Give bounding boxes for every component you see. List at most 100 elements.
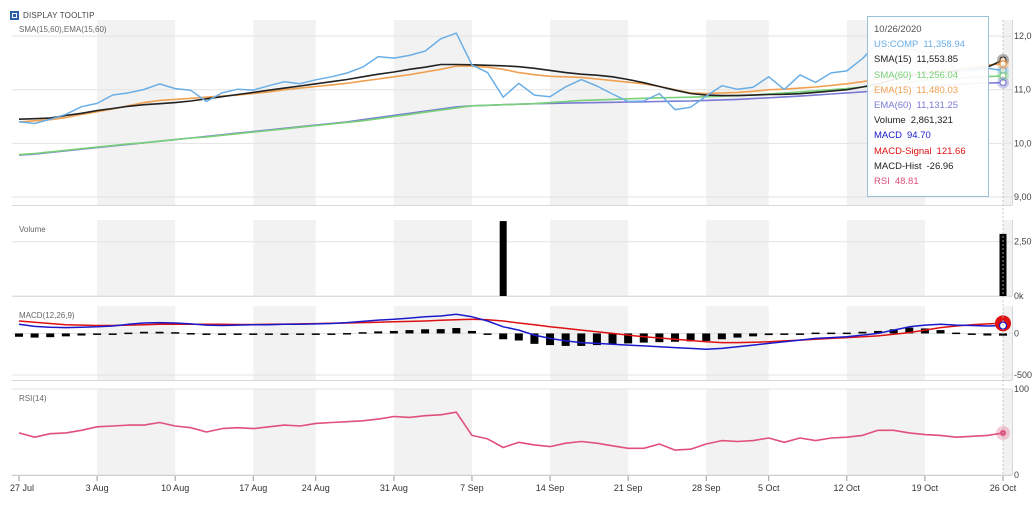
tooltip-row-value: 94.70 bbox=[906, 130, 931, 142]
tooltip-row-label: EMA(15) bbox=[874, 84, 912, 96]
macd-hist-bar bbox=[139, 331, 148, 334]
tooltip-row-value: 48.81 bbox=[894, 176, 919, 188]
x-tick-label: 5 Oct bbox=[758, 483, 780, 493]
tooltip-row: SMA(15) 11,553.85 bbox=[874, 52, 988, 67]
y-tick-label: 100 bbox=[1014, 384, 1029, 394]
tooltip-row: Volume 2,861,321 bbox=[874, 113, 988, 128]
week-band bbox=[1003, 20, 1012, 205]
x-tick-label: 19 Oct bbox=[912, 483, 939, 493]
panel-price bbox=[12, 20, 1013, 206]
macd-hist-bar bbox=[858, 331, 867, 334]
tooltip-row-label: MACD-Signal bbox=[874, 145, 932, 157]
macd-hist-bar bbox=[671, 333, 679, 342]
week-band bbox=[706, 220, 769, 296]
macd-hist-bar bbox=[61, 333, 70, 337]
panel-background bbox=[12, 20, 1012, 205]
panel-title: RSI(14) bbox=[19, 394, 47, 403]
macd-hist-bar bbox=[920, 328, 929, 334]
volume-bar bbox=[499, 221, 507, 296]
macd-hist-bar bbox=[499, 333, 508, 340]
tooltip-row-value: 2,861,321 bbox=[910, 115, 953, 127]
x-tick-label: 24 Aug bbox=[302, 483, 330, 493]
x-tick-label: 28 Sep bbox=[692, 483, 721, 493]
macd-hist-bar bbox=[795, 333, 804, 335]
display-tooltip-label: DISPLAY TOOLTIP bbox=[23, 10, 95, 20]
y-tick-label: 10,0 bbox=[1014, 138, 1032, 148]
series-line-rsi bbox=[18, 411, 1004, 451]
tooltip-row: US:COMP 11,358.94 bbox=[874, 37, 988, 52]
macd-hist-bar bbox=[327, 333, 336, 335]
y-tick-label: 0 bbox=[1014, 328, 1019, 338]
macd-hist-bar bbox=[764, 333, 773, 336]
macd-hist-bar bbox=[30, 333, 39, 338]
macd-hist-bar bbox=[405, 330, 414, 334]
macd-hist-bar bbox=[171, 332, 180, 334]
tooltip-row-value: 11,553.85 bbox=[916, 54, 959, 66]
macd-hist-bar bbox=[999, 333, 1007, 336]
panel-title: SMA(15,60),EMA(15,60) bbox=[19, 25, 107, 34]
y-tick-label: 11,0 bbox=[1014, 85, 1031, 95]
tooltip-row-label: SMA(60) bbox=[874, 69, 912, 81]
week-band bbox=[253, 220, 316, 296]
tooltip-row: EMA(15) 11,480.03 bbox=[874, 83, 988, 98]
y-tick-label: -500 bbox=[1014, 370, 1032, 380]
y-tick-label: 0 bbox=[1014, 470, 1019, 480]
macd-hist-bar bbox=[889, 329, 898, 334]
x-tick-label: 27 Jul bbox=[10, 483, 34, 493]
tooltip-row-label: Volume bbox=[874, 115, 906, 127]
macd-hist-bar bbox=[952, 332, 961, 335]
tooltip-row: EMA(60) 11,131.25 bbox=[874, 98, 988, 113]
macd-hist-bar bbox=[108, 333, 117, 335]
macd-hist-bar bbox=[639, 333, 648, 343]
panel-background bbox=[12, 220, 1012, 296]
macd-hist-bar bbox=[842, 332, 851, 335]
series-line-us-comp bbox=[18, 32, 1004, 125]
macd-hist-bar bbox=[905, 327, 914, 334]
macd-hist-bar bbox=[93, 333, 102, 335]
macd-hist-bar bbox=[311, 333, 320, 335]
macd-hist-bar bbox=[827, 332, 836, 335]
x-tick-label: 12 Oct bbox=[834, 483, 861, 493]
macd-hist-bar bbox=[811, 332, 820, 335]
macd-hist-bar bbox=[967, 333, 976, 335]
tooltip-row-label: MACD-Hist bbox=[874, 160, 922, 172]
week-band bbox=[393, 389, 472, 475]
series-line-sma-15- bbox=[18, 59, 1004, 120]
week-band bbox=[253, 306, 316, 380]
x-tick-label: 17 Aug bbox=[239, 483, 267, 493]
tooltip-row-value: 11,358.94 bbox=[923, 39, 965, 51]
week-band bbox=[393, 220, 472, 296]
macd-hist-bar bbox=[983, 333, 992, 336]
week-band bbox=[550, 220, 629, 296]
macd-hist-bar bbox=[686, 333, 695, 342]
macd-hist-bar bbox=[46, 333, 55, 338]
macd-hist-bar bbox=[780, 333, 789, 335]
macd-hist-bar bbox=[483, 333, 492, 335]
tooltip-row-label: SMA(15) bbox=[874, 54, 912, 66]
tooltip-row: RSI 48.81 bbox=[874, 174, 988, 189]
y-tick-label: 0k bbox=[1014, 291, 1024, 301]
x-tick-label: 7 Sep bbox=[460, 483, 484, 493]
macd-hist-bar bbox=[280, 333, 289, 335]
y-tick-label: 2,50 bbox=[1014, 237, 1032, 247]
macd-hist-bar bbox=[452, 328, 461, 334]
panel-macd bbox=[12, 306, 1013, 381]
tooltip-checkbox[interactable] bbox=[10, 10, 19, 20]
macd-hist-bar bbox=[77, 333, 86, 336]
week-band bbox=[706, 389, 769, 475]
macd-hist-bar bbox=[624, 333, 633, 344]
series-line-macd bbox=[18, 313, 1004, 350]
macd-hist-bar bbox=[264, 333, 273, 335]
series-line-sma-60- bbox=[18, 75, 1004, 156]
x-tick-label: 31 Aug bbox=[380, 483, 408, 493]
macd-hist-bar bbox=[421, 329, 430, 334]
macd-hist-bar bbox=[514, 333, 523, 341]
macd-hist-bar bbox=[530, 333, 539, 344]
macd-hist-bar bbox=[702, 333, 711, 341]
week-band bbox=[253, 389, 316, 475]
panel-rsi bbox=[12, 388, 1013, 476]
week-band bbox=[253, 20, 316, 205]
display-tooltip-toggle[interactable]: DISPLAY TOOLTIP bbox=[10, 8, 95, 22]
macd-hist-bar bbox=[124, 332, 133, 335]
panel-background bbox=[12, 306, 1012, 380]
